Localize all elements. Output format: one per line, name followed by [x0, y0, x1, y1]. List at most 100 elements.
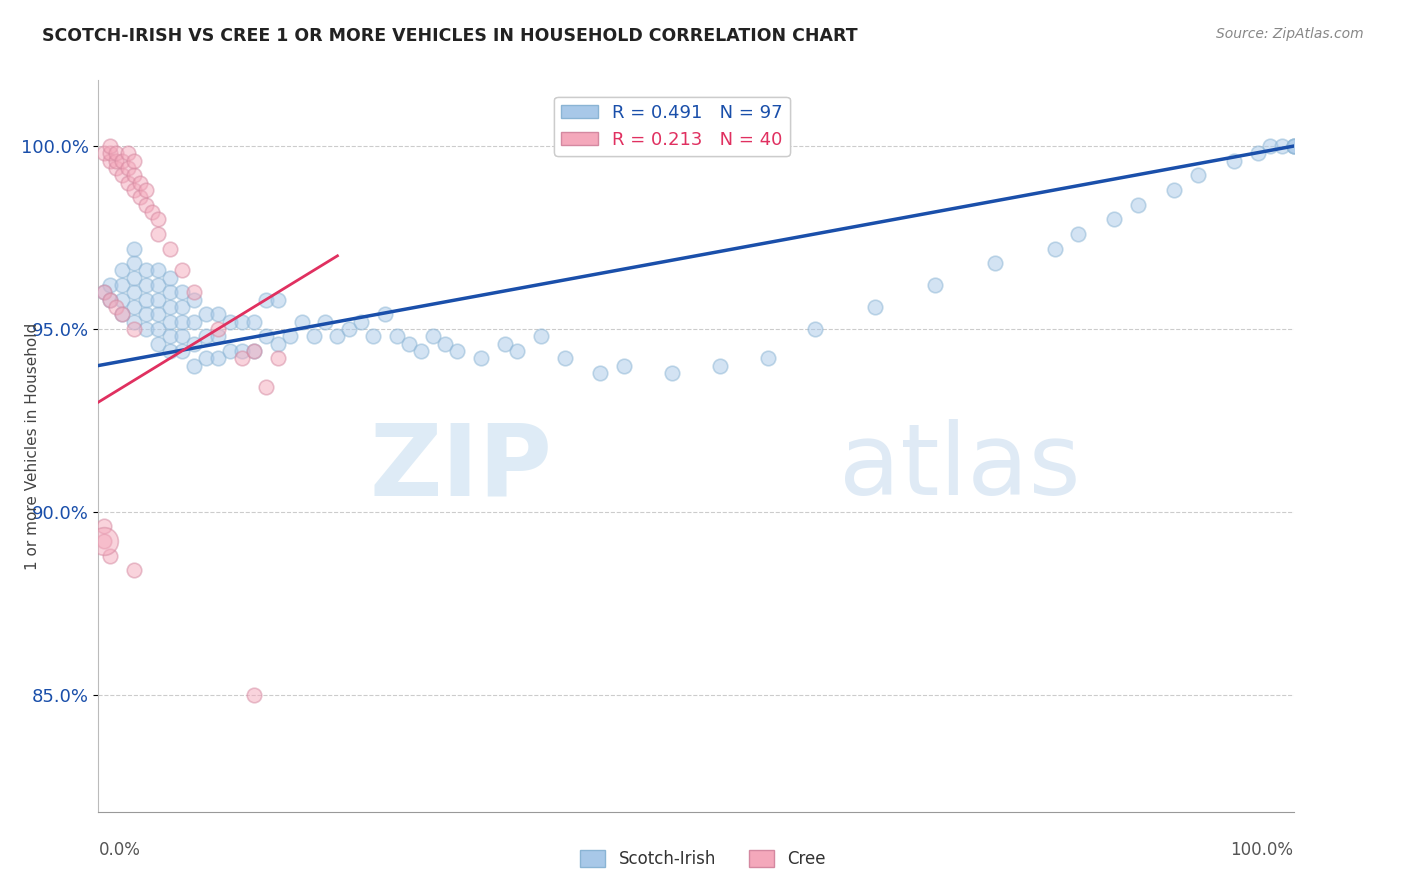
Point [98, 139, 122, 153]
Point [231, 315, 253, 329]
Point [411, 343, 433, 358]
Legend: Scotch-Irish, Cree: Scotch-Irish, Cree [574, 843, 832, 875]
Point [363, 329, 385, 343]
Point [111, 307, 134, 321]
Point [135, 322, 157, 336]
Point [159, 285, 181, 300]
Point [111, 278, 134, 293]
Point [446, 343, 468, 358]
Text: 1 or more Vehicles in Household: 1 or more Vehicles in Household [25, 322, 41, 570]
Point [207, 307, 229, 321]
Point [231, 351, 253, 366]
Point [470, 351, 492, 366]
Point [207, 322, 229, 336]
Text: atlas: atlas [839, 419, 1081, 516]
Point [124, 242, 146, 256]
Point [434, 336, 457, 351]
Point [315, 315, 337, 329]
Point [111, 153, 134, 168]
Point [219, 315, 242, 329]
Point [589, 366, 612, 380]
Point [243, 343, 266, 358]
Point [219, 343, 242, 358]
Point [207, 351, 229, 366]
Point [124, 256, 146, 270]
Point [183, 359, 205, 373]
Point [183, 336, 205, 351]
Point [93, 534, 115, 549]
Point [148, 227, 170, 241]
Point [254, 329, 277, 343]
Text: SCOTCH-IRISH VS CREE 1 OR MORE VEHICLES IN HOUSEHOLD CORRELATION CHART: SCOTCH-IRISH VS CREE 1 OR MORE VEHICLES … [42, 27, 858, 45]
Point [613, 359, 636, 373]
Point [111, 263, 134, 277]
Point [267, 293, 290, 307]
Point [207, 329, 229, 343]
Point [148, 278, 170, 293]
Point [172, 285, 194, 300]
Point [124, 169, 146, 183]
Point [172, 329, 194, 343]
Point [183, 285, 205, 300]
Point [1043, 242, 1066, 256]
Text: 0.0%: 0.0% [98, 841, 141, 859]
Point [183, 315, 205, 329]
Point [267, 351, 290, 366]
Point [124, 153, 146, 168]
Point [172, 343, 194, 358]
Point [111, 169, 134, 183]
Point [302, 329, 325, 343]
Point [554, 351, 576, 366]
Point [195, 307, 218, 321]
Point [135, 197, 157, 211]
Point [93, 519, 115, 533]
Point [117, 146, 139, 161]
Point [135, 183, 157, 197]
Point [1258, 139, 1281, 153]
Point [339, 322, 361, 336]
Point [709, 359, 731, 373]
Point [1104, 212, 1126, 227]
Point [1067, 227, 1090, 241]
Point [148, 263, 170, 277]
Point [756, 351, 779, 366]
Point [98, 153, 122, 168]
Point [254, 293, 277, 307]
Point [172, 263, 194, 277]
Point [865, 300, 887, 314]
Point [93, 285, 115, 300]
Point [243, 343, 266, 358]
Point [98, 293, 122, 307]
Point [231, 343, 253, 358]
Point [1128, 197, 1150, 211]
Point [385, 329, 409, 343]
Point [326, 329, 349, 343]
Point [159, 343, 181, 358]
Point [267, 336, 290, 351]
Point [98, 293, 122, 307]
Point [172, 315, 194, 329]
Point [93, 285, 115, 300]
Point [93, 534, 115, 549]
Point [1223, 153, 1246, 168]
Point [124, 315, 146, 329]
Point [254, 380, 277, 394]
Point [243, 688, 266, 702]
Point [1163, 183, 1185, 197]
Point [117, 161, 139, 175]
Point [984, 256, 1007, 270]
Point [291, 315, 314, 329]
Point [117, 176, 139, 190]
Point [159, 270, 181, 285]
Point [105, 153, 128, 168]
Point [1282, 139, 1305, 153]
Point [530, 329, 553, 343]
Point [1187, 169, 1209, 183]
Point [159, 329, 181, 343]
Point [398, 336, 420, 351]
Point [105, 300, 128, 314]
Point [148, 336, 170, 351]
Point [195, 351, 218, 366]
Point [243, 315, 266, 329]
Point [124, 300, 146, 314]
